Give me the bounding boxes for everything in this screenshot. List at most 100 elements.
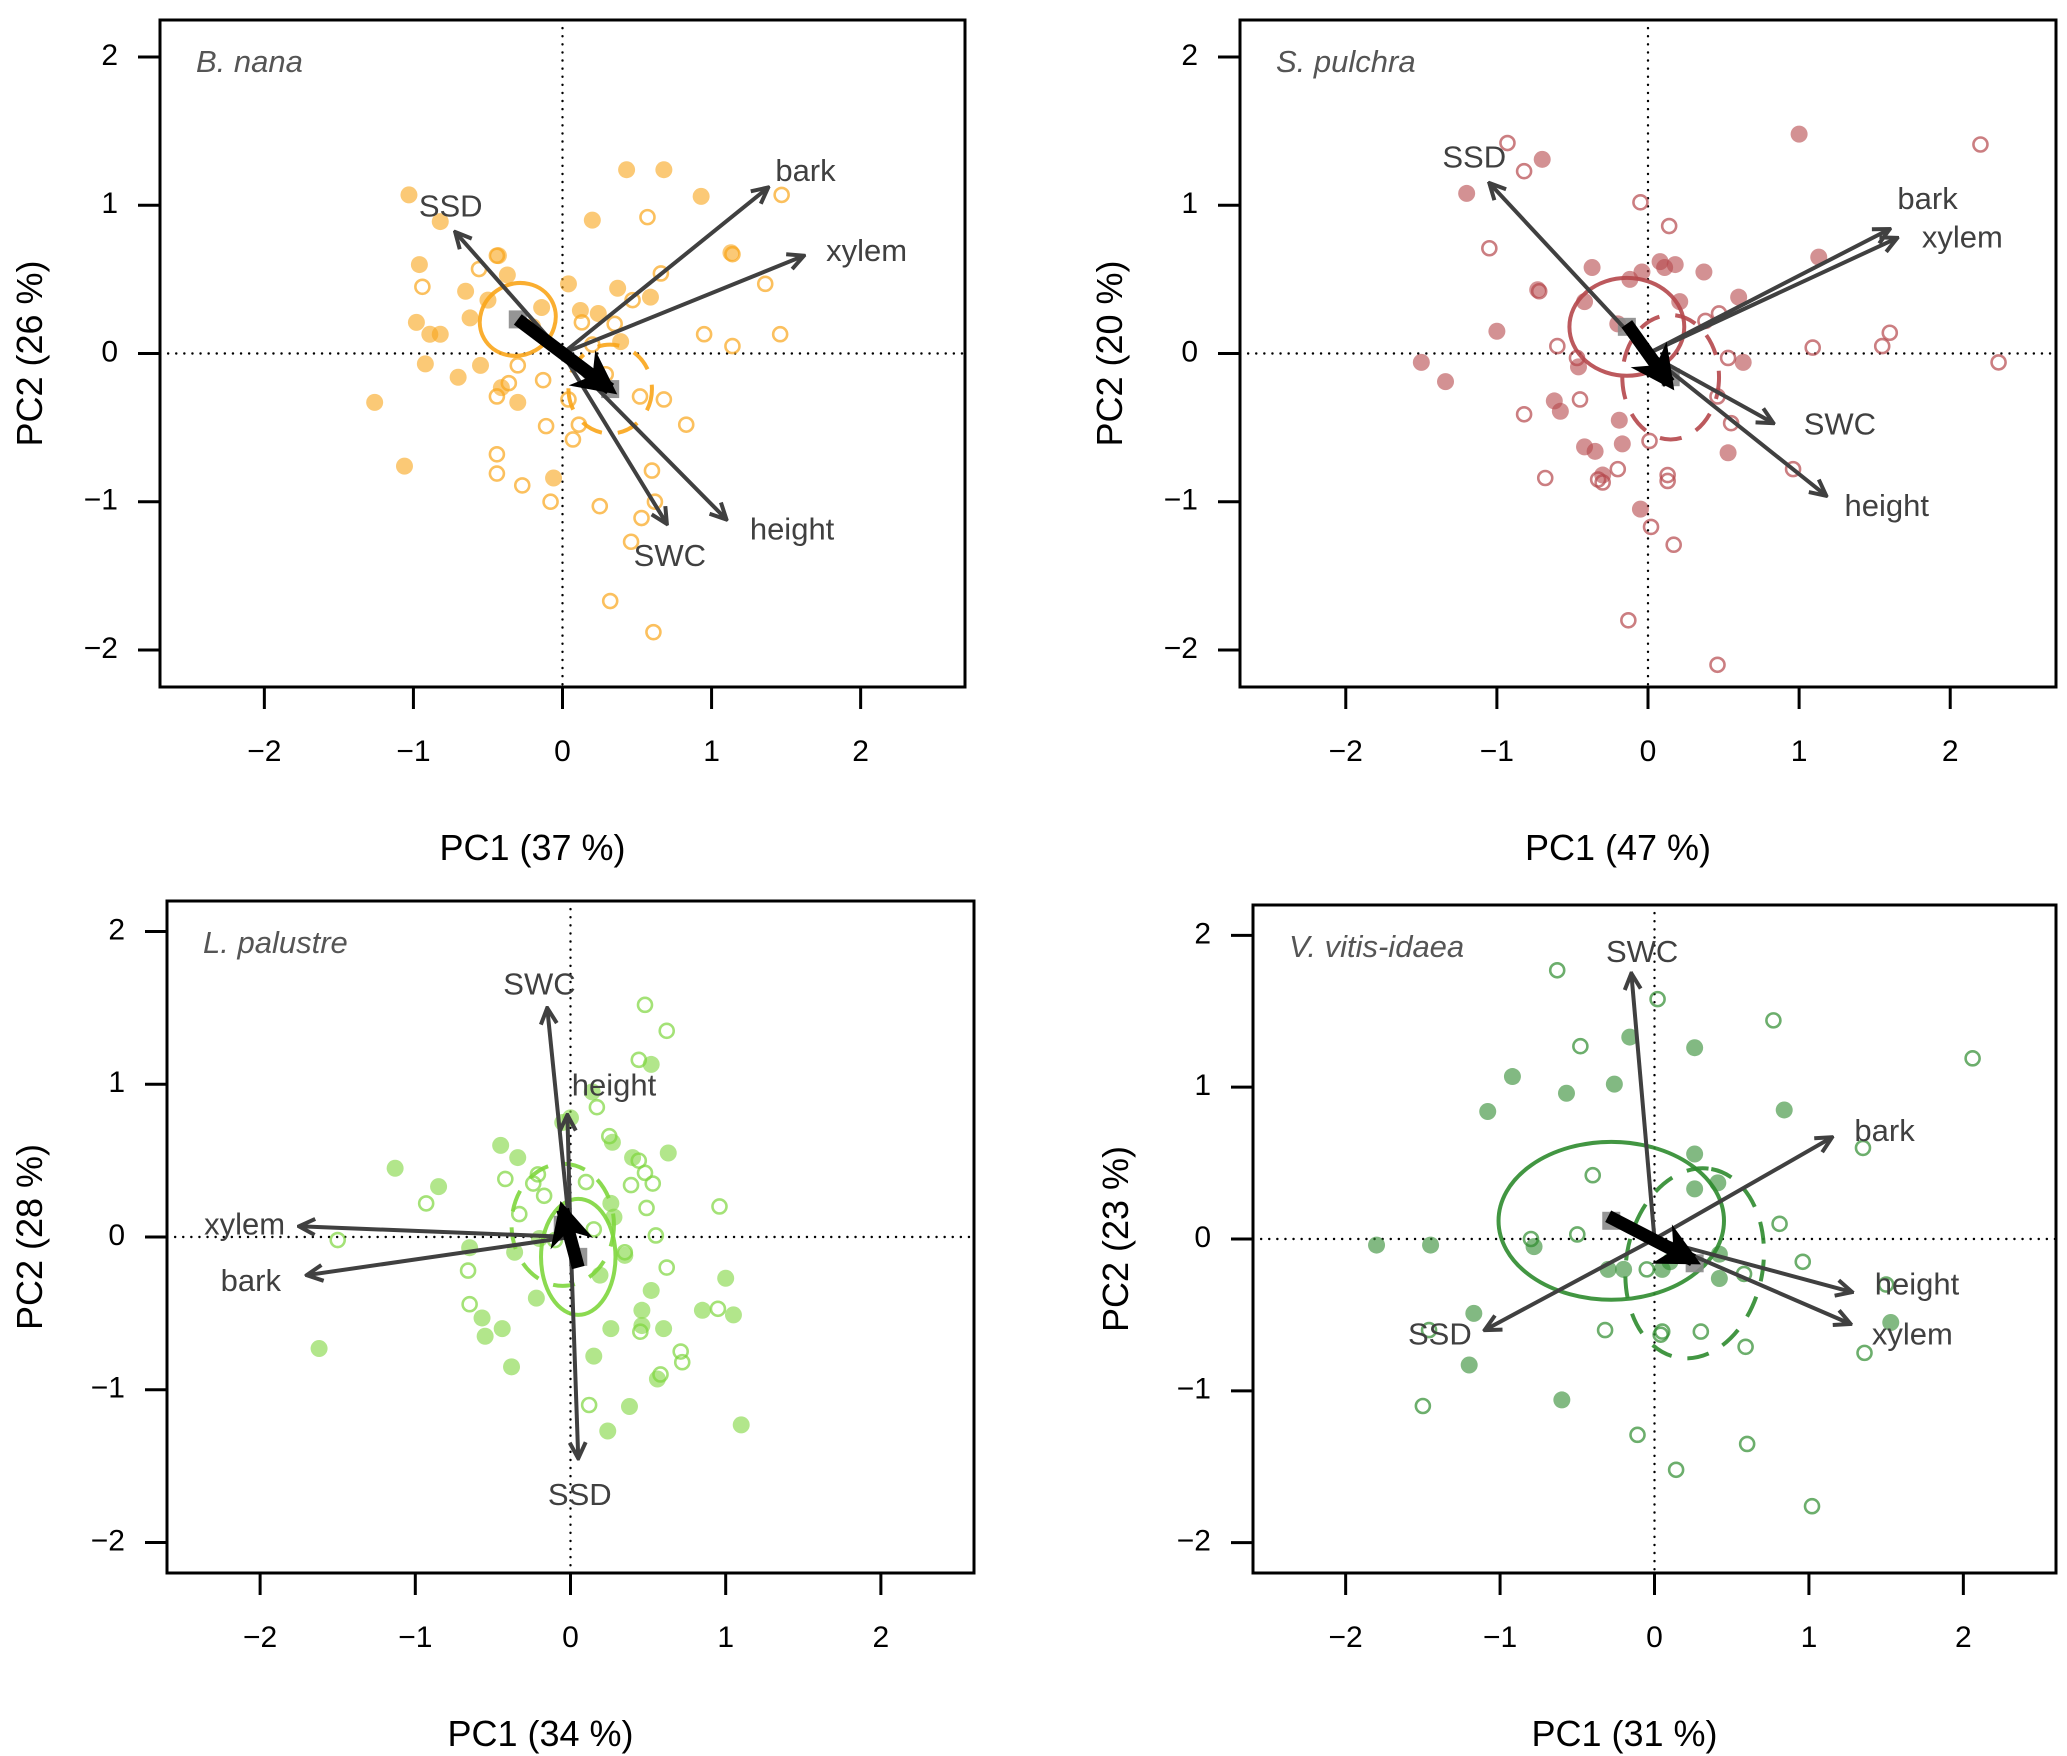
- data-point-open: [601, 592, 619, 610]
- data-point-open: [638, 1199, 655, 1217]
- x-axis-label: PC1 (34 %): [447, 1713, 633, 1754]
- x-tick-label: 0: [1640, 735, 1657, 768]
- data-point-open: [513, 477, 531, 494]
- x-axis-label: PC1 (37 %): [439, 827, 625, 868]
- plot-area: [366, 161, 790, 641]
- loading-vector-xylem: [1647, 238, 1897, 356]
- vector-label-swc: SWC: [1606, 934, 1678, 969]
- data-point-open: [542, 493, 559, 511]
- vector-label-height: height: [750, 512, 835, 547]
- data-point-open: [588, 1098, 606, 1116]
- data-point-filled: [498, 266, 516, 284]
- plot-area: [310, 996, 750, 1440]
- data-point-filled: [473, 1309, 491, 1327]
- y-tick-label: −2: [91, 1524, 125, 1557]
- loading-vector-swc: [1631, 973, 1657, 1240]
- biplot-svg: SWC bark height xylem SSD −2 −1 0 1 2 −2 −1 0 1 2 PC1 (…: [1095, 903, 2058, 1754]
- data-point-filled: [717, 1269, 735, 1287]
- loading-vector-bark: [1653, 1137, 1833, 1241]
- biplot-svg: SWC height xylem bark SSD −2 −1 0 1 2 −2 −1 0 1 2 PC1 (…: [9, 899, 976, 1754]
- data-point-filled: [533, 299, 551, 317]
- data-point-open: [417, 1195, 435, 1212]
- data-point-open: [1620, 611, 1637, 629]
- data-point-open: [461, 1295, 478, 1313]
- vector-label-bark: bark: [221, 1263, 282, 1298]
- data-point-open: [643, 462, 661, 479]
- x-tick-label: 2: [852, 735, 869, 768]
- data-point-open: [652, 265, 670, 282]
- data-point-open: [580, 1396, 598, 1414]
- data-point-open: [1877, 1276, 1895, 1293]
- data-point-open: [1659, 472, 1676, 490]
- data-point-filled: [562, 1109, 579, 1127]
- data-point-open: [672, 1343, 689, 1360]
- data-point-open: [591, 497, 609, 515]
- loading-vector-swc: [1647, 351, 1773, 424]
- data-point-filled: [589, 304, 607, 322]
- centroid-shift-arrow: [550, 1200, 594, 1270]
- x-tick-label: −1: [1483, 1621, 1517, 1654]
- data-point-open: [1642, 518, 1660, 536]
- data-point-open: [1589, 471, 1607, 488]
- biplot-svg: SSD bark xylem SWC height −2 −1 0 1 2 −2 −1 0 1 2 PC1 (…: [1089, 18, 2058, 868]
- data-point-filled: [1368, 1236, 1386, 1254]
- data-point-open: [756, 275, 774, 293]
- data-point-open: [1660, 217, 1678, 235]
- data-point-filled: [503, 1358, 521, 1376]
- data-point-filled: [492, 1136, 510, 1154]
- data-point-open: [577, 1173, 595, 1191]
- data-point-open: [724, 337, 741, 355]
- vector-label-xylem: xylem: [204, 1206, 285, 1241]
- data-point-filled: [1422, 1236, 1440, 1254]
- data-point-filled: [1621, 1028, 1639, 1046]
- loading-vector-bark: [561, 187, 769, 356]
- data-point-filled: [559, 275, 577, 293]
- vector-label-ssd: SSD: [419, 188, 483, 223]
- data-point-open: [645, 623, 662, 641]
- data-point-filled: [1719, 444, 1737, 462]
- data-point-filled: [1583, 259, 1601, 277]
- data-point-open: [488, 247, 506, 264]
- x-tick-label: 1: [1791, 735, 1808, 768]
- data-point-filled: [692, 187, 710, 205]
- data-point-open: [677, 416, 695, 433]
- data-point-filled: [1686, 1180, 1704, 1198]
- biplot-svg: SSD bark xylem SWC height −2 −1 0 1 2 −2 −1 0 1 2 PC1 (…: [9, 18, 967, 868]
- y-axis-label: PC2 (26 %): [9, 260, 50, 446]
- data-point-open: [1515, 162, 1533, 180]
- data-point-open: [509, 357, 527, 374]
- y-tick-label: −2: [84, 632, 118, 665]
- data-point-filled: [1412, 353, 1430, 371]
- y-tick-label: −2: [1164, 632, 1198, 665]
- centroid-shift-arrow: [513, 314, 618, 395]
- data-point-filled: [395, 457, 413, 475]
- loading-vector-xylem: [561, 256, 805, 356]
- loading-vector-ssd: [1485, 1237, 1656, 1330]
- data-point-open: [1665, 536, 1682, 554]
- data-point-filled: [1734, 353, 1752, 371]
- data-point-filled: [655, 1320, 673, 1338]
- vector-label-ssd: SSD: [1408, 1316, 1472, 1351]
- data-point-open: [1854, 1139, 1872, 1157]
- data-point-filled: [659, 1144, 677, 1162]
- data-point-open: [1549, 337, 1566, 355]
- biplot-panel-v-vitis-idaea: SWC bark height xylem SSD −2 −1 0 1 2 −2 −1 0 1 2 PC1 (…: [1086, 878, 2067, 1756]
- data-point-open: [1881, 324, 1899, 342]
- data-point-filled: [1533, 150, 1551, 168]
- data-point-open: [639, 208, 656, 226]
- data-point-open: [644, 1175, 662, 1192]
- y-tick-label: 0: [101, 335, 118, 368]
- data-point-filled: [461, 309, 479, 327]
- x-tick-label: 2: [1942, 735, 1959, 768]
- data-point-open: [647, 1227, 665, 1244]
- species-title: B. nana: [196, 44, 303, 79]
- data-point-filled: [1666, 256, 1684, 274]
- confidence-ellipse-dashed: [509, 1161, 616, 1288]
- data-point-open: [500, 374, 518, 392]
- data-point-open: [636, 996, 654, 1014]
- data-point-filled: [612, 333, 630, 351]
- data-point-open: [573, 314, 591, 331]
- data-point-open: [622, 1176, 640, 1194]
- y-tick-label: −1: [1164, 484, 1198, 517]
- data-point-open: [1709, 656, 1726, 674]
